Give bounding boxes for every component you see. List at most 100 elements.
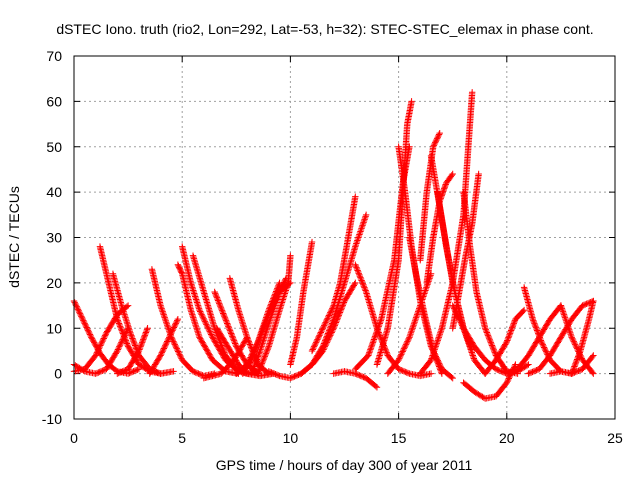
data-point	[200, 315, 207, 322]
data-point	[367, 345, 375, 352]
data-point	[362, 287, 369, 294]
data-point	[362, 211, 370, 219]
data-point	[366, 349, 373, 356]
data-point	[203, 322, 211, 330]
data-point	[259, 358, 266, 366]
data-point	[159, 309, 167, 317]
data-point	[241, 338, 249, 345]
data-point	[237, 344, 245, 352]
data-point	[357, 226, 365, 234]
data-point	[403, 369, 410, 376]
data-point	[118, 327, 126, 334]
data-point	[238, 343, 245, 350]
data-point	[93, 369, 101, 377]
data-point	[159, 348, 166, 355]
data-point	[242, 336, 249, 344]
data-point	[172, 344, 180, 351]
data-point	[263, 348, 270, 356]
data-point	[247, 358, 254, 365]
y-tick-label: 50	[46, 139, 62, 155]
data-point	[383, 349, 390, 356]
data-point	[335, 313, 342, 320]
data-point	[136, 344, 144, 352]
data-point	[72, 300, 79, 308]
data-point	[265, 320, 272, 327]
data-point	[264, 344, 272, 352]
data-point	[319, 347, 327, 355]
data-point	[196, 370, 203, 378]
data-point	[261, 353, 268, 360]
data-point	[164, 338, 171, 345]
data-point	[268, 311, 276, 318]
data-point	[352, 243, 359, 250]
data-point	[170, 338, 177, 345]
data-point	[323, 340, 330, 348]
data-point	[221, 313, 228, 320]
data-series-arc	[330, 368, 381, 391]
data-point	[122, 337, 130, 344]
data-point	[97, 368, 105, 375]
data-point	[333, 317, 340, 325]
data-point	[323, 317, 330, 325]
data-point	[233, 351, 241, 358]
data-point	[220, 346, 227, 353]
data-point	[119, 328, 126, 336]
data-point	[287, 252, 294, 259]
data-point	[351, 280, 358, 288]
data-point	[89, 336, 96, 344]
data-point	[82, 322, 90, 330]
data-point	[322, 342, 329, 349]
data-point	[269, 369, 277, 377]
data-point	[312, 340, 319, 348]
data-point	[77, 311, 84, 319]
data-point	[157, 352, 164, 359]
data-point	[218, 305, 225, 313]
data-point	[128, 332, 135, 339]
data-point	[398, 367, 405, 374]
data-point	[337, 306, 345, 313]
data-point	[340, 299, 348, 306]
data-point	[352, 279, 359, 287]
data-point	[114, 317, 122, 324]
data-series-arc	[146, 315, 182, 377]
data-point	[160, 312, 168, 320]
data-point	[352, 193, 359, 200]
data-point	[201, 318, 209, 325]
data-point	[88, 334, 95, 341]
data-point	[114, 346, 122, 353]
data-point	[338, 304, 345, 312]
data-point	[173, 345, 180, 352]
data-point	[176, 351, 183, 358]
data-point	[201, 316, 208, 324]
data-point	[78, 314, 86, 321]
data-point	[141, 333, 148, 340]
data-point	[272, 370, 279, 378]
data-point	[323, 316, 331, 323]
data-point	[266, 317, 273, 324]
data-point	[140, 334, 147, 342]
data-point	[355, 234, 362, 241]
data-point	[100, 335, 107, 342]
data-point	[396, 366, 404, 373]
data-point	[233, 352, 240, 360]
data-point	[102, 331, 109, 338]
data-point	[274, 293, 282, 300]
data-point	[144, 325, 151, 332]
data-point	[212, 290, 219, 297]
data-point	[275, 291, 282, 299]
data-point	[239, 342, 246, 349]
data-point	[172, 321, 179, 328]
data-point	[361, 284, 368, 291]
data-series-arc	[109, 270, 177, 377]
data-point	[92, 370, 99, 377]
data-point	[174, 348, 182, 355]
data-point	[257, 364, 264, 372]
data-point	[219, 345, 226, 352]
data-point	[314, 336, 321, 343]
data-point	[208, 332, 216, 340]
data-point	[251, 348, 258, 355]
data-point	[317, 329, 325, 336]
data-point	[274, 294, 281, 302]
data-point	[372, 331, 379, 339]
data-point	[254, 354, 261, 362]
